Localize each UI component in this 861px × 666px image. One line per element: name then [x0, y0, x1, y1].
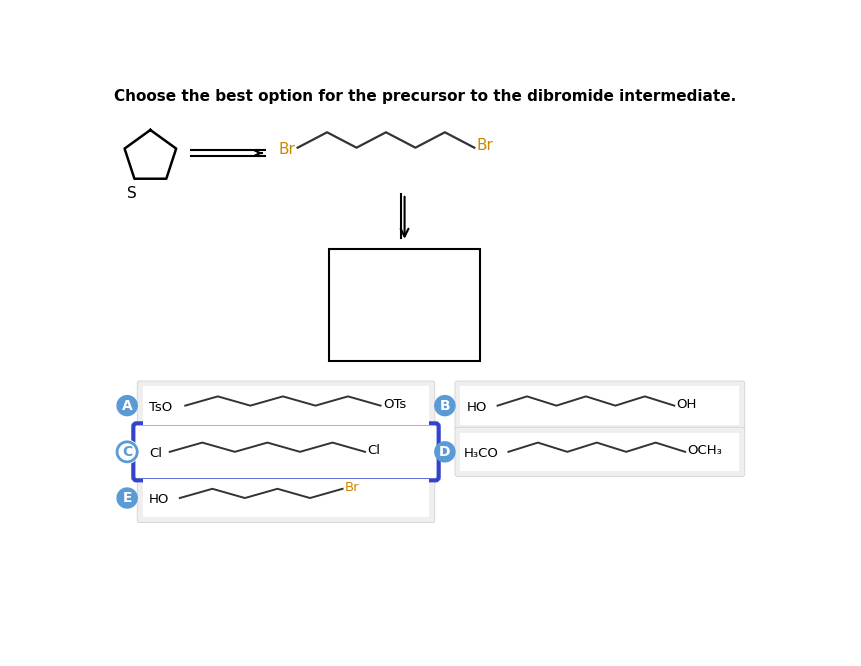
Circle shape: [117, 442, 137, 462]
Text: Cl: Cl: [149, 447, 162, 460]
Text: Choose the best option for the precursor to the dibromide intermediate.: Choose the best option for the precursor…: [114, 89, 735, 104]
Text: B: B: [439, 399, 449, 413]
Circle shape: [434, 396, 455, 416]
Text: C: C: [122, 445, 132, 459]
Circle shape: [117, 488, 137, 508]
Text: Br: Br: [476, 138, 493, 153]
Bar: [460, 386, 739, 425]
Circle shape: [434, 442, 455, 462]
Bar: [142, 433, 429, 471]
Text: D: D: [438, 445, 450, 459]
Text: Cl: Cl: [367, 444, 380, 457]
Bar: [328, 249, 480, 361]
FancyBboxPatch shape: [455, 427, 744, 476]
Text: A: A: [121, 399, 133, 413]
FancyBboxPatch shape: [137, 427, 434, 476]
Text: Br: Br: [344, 481, 359, 494]
Bar: [142, 479, 429, 517]
Text: HO: HO: [466, 401, 486, 414]
Text: E: E: [122, 491, 132, 505]
FancyBboxPatch shape: [137, 474, 434, 523]
Text: S: S: [127, 186, 137, 201]
Circle shape: [117, 396, 137, 416]
Text: OTs: OTs: [382, 398, 406, 411]
Text: Br: Br: [278, 142, 295, 157]
Bar: [142, 386, 429, 425]
Text: HO: HO: [149, 493, 169, 506]
Text: TsO: TsO: [149, 401, 172, 414]
FancyBboxPatch shape: [133, 424, 438, 480]
FancyBboxPatch shape: [455, 381, 744, 430]
Circle shape: [115, 440, 139, 464]
Text: H₃CO: H₃CO: [464, 447, 499, 460]
FancyBboxPatch shape: [137, 381, 434, 430]
Text: OH: OH: [676, 398, 697, 411]
Bar: [460, 433, 739, 471]
Text: OCH₃: OCH₃: [687, 444, 722, 457]
